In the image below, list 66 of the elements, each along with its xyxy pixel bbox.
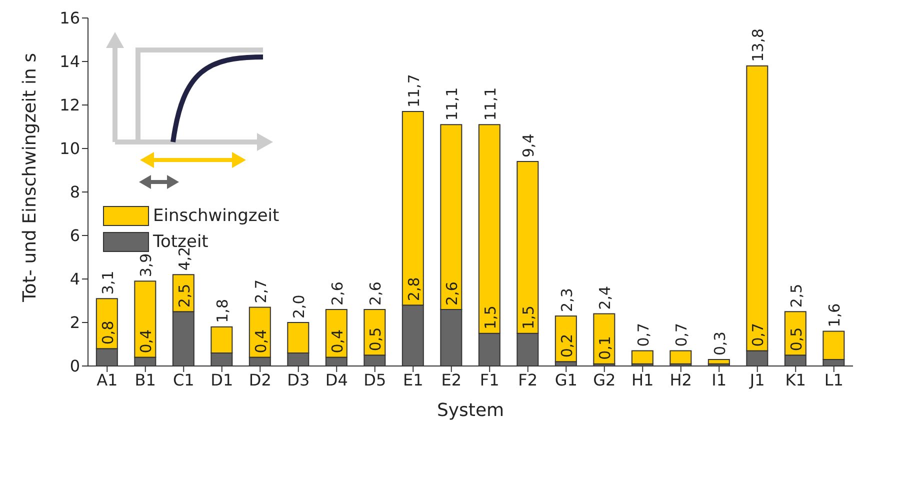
total-label: 11,7	[404, 74, 423, 108]
y-tick-label: 4	[70, 270, 80, 289]
total-label: 13,8	[749, 28, 768, 62]
data-label: 2,5	[175, 284, 194, 308]
y-tick-label: 12	[60, 96, 80, 115]
y-tick-label: 0	[70, 356, 80, 376]
total-label: 2,3	[558, 288, 576, 312]
x-tick-label: H1	[632, 370, 654, 390]
data-label: 0,2	[558, 334, 576, 358]
total-label: 1,8	[214, 298, 232, 323]
total-label: 2,5	[787, 284, 806, 308]
data-label: 0,5	[366, 327, 385, 352]
total-label: 3,1	[98, 270, 117, 295]
x-tick-label: D2	[248, 370, 272, 390]
x-tick-label: A1	[96, 370, 118, 390]
x-axis-title: System	[436, 400, 504, 421]
data-label: 2,8	[404, 277, 423, 302]
y-tick-label: 16	[60, 8, 80, 28]
total-label: 2,6	[366, 282, 385, 306]
x-tick-label: J1	[748, 370, 765, 390]
total-label: 2,4	[596, 286, 614, 310]
total-label: 0,7	[634, 322, 652, 347]
total-label: 0,7	[672, 322, 691, 347]
y-axis-title: Tot- und Einschwingzeit in s	[19, 52, 40, 303]
data-label: 1,5	[481, 306, 500, 330]
x-tick-label: H2	[670, 370, 692, 390]
x-tick-label: C1	[172, 370, 194, 390]
x-tick-label: B1	[134, 370, 156, 390]
total-label: 11,1	[481, 87, 500, 121]
total-label: 0,3	[710, 332, 729, 356]
x-tick-label: G1	[554, 370, 578, 390]
x-tick-label: D1	[210, 370, 234, 390]
data-label: 0,1	[596, 336, 614, 360]
x-tick-label: K1	[785, 370, 806, 390]
x-tick-label: L1	[824, 370, 844, 390]
data-label: 0,4	[252, 329, 270, 354]
data-label: 0,8	[98, 320, 117, 345]
y-tick-label: 6	[70, 226, 80, 246]
x-tick-label: I1	[712, 370, 727, 390]
total-label: 2,6	[328, 282, 346, 306]
total-label: 1,6	[826, 303, 844, 328]
y-tick-label: 8	[70, 182, 80, 202]
legend-label: Einschwingzeit	[153, 206, 280, 226]
x-tick-label: D4	[325, 370, 348, 390]
x-tick-label: E2	[441, 370, 462, 390]
total-label: 2,7	[252, 279, 270, 304]
total-label: 4,2	[175, 246, 194, 271]
x-tick-label: D5	[364, 370, 386, 390]
total-label: 9,4	[520, 134, 538, 158]
data-label: 0,5	[787, 327, 806, 352]
x-tick-label: E1	[402, 370, 424, 390]
total-label: 3,9	[137, 253, 156, 278]
x-tick-label: G2	[593, 370, 616, 390]
x-tick-label: F2	[518, 370, 538, 390]
data-label: 0,4	[137, 329, 156, 354]
data-label: 1,5	[520, 306, 538, 330]
data-label: 2,6	[443, 282, 462, 306]
y-tick-label: 2	[70, 313, 80, 332]
y-tick-label: 14	[60, 52, 80, 72]
total-label: 2,0	[290, 294, 308, 318]
y-tick-label: 10	[60, 139, 80, 158]
data-label: 0,4	[328, 329, 346, 354]
x-tick-label: D3	[287, 370, 310, 390]
data-label: 0,7	[749, 322, 768, 347]
total-label: 11,1	[443, 87, 462, 121]
x-tick-label: F1	[480, 370, 500, 390]
